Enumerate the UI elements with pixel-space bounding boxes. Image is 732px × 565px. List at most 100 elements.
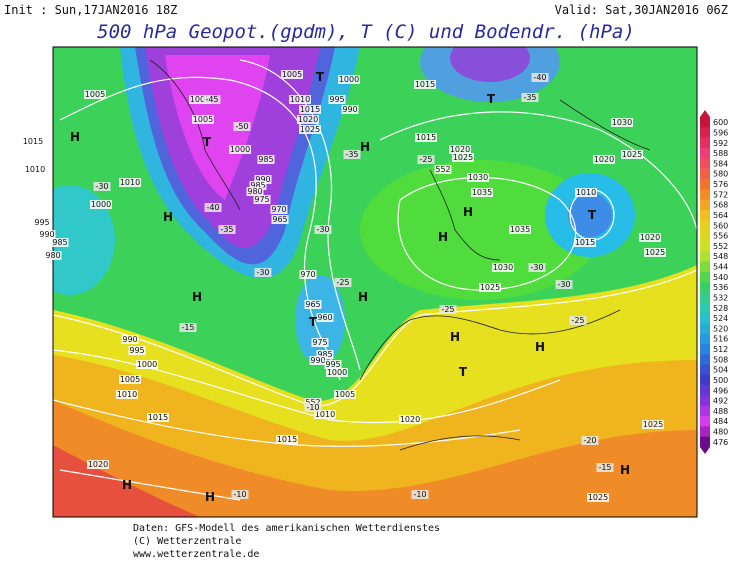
pressure-center: H: [122, 478, 132, 492]
colorbar-box: [700, 426, 710, 437]
colorbar-box: [700, 127, 710, 138]
isoline-label: 1010: [25, 165, 45, 174]
isoline-label: 1010: [576, 188, 596, 197]
colorbar-box: [700, 168, 710, 180]
isoline-label: -30: [316, 225, 329, 234]
isoline-label: -35: [345, 150, 358, 159]
colorbar-label: 532: [713, 293, 728, 302]
colorbar-label: 496: [713, 386, 728, 395]
isoline-label: 1020: [298, 115, 318, 124]
pressure-center: H: [620, 463, 630, 477]
colorbar-box: [700, 385, 710, 396]
isoline-label: 1005: [193, 115, 213, 124]
isoline-label: 985: [52, 238, 67, 247]
isoline-label: 1000: [91, 200, 111, 209]
label-box: [84, 90, 106, 99]
label-box: [439, 305, 457, 314]
label-box: [611, 118, 633, 127]
isoline-label: 975: [312, 338, 327, 347]
isoline-label: 985: [258, 155, 273, 164]
isoline-label: 552: [305, 398, 320, 407]
label-box: [257, 155, 275, 164]
label-box: [44, 251, 62, 260]
isoline-label: 1005: [335, 390, 355, 399]
label-box: [204, 203, 222, 212]
label-box: [253, 195, 271, 204]
label-box: [276, 435, 298, 444]
colorbar-label: 588: [713, 149, 728, 158]
label-box: [136, 360, 158, 369]
colorbar-box: [700, 343, 710, 355]
isoline-label: -40: [533, 73, 546, 82]
colorbar-box: [700, 416, 710, 427]
label-box: [492, 263, 514, 272]
isoline-label: 1035: [510, 225, 530, 234]
footer-line: (C) Wetterzentrale: [133, 536, 241, 547]
isoline-label: 965: [305, 300, 320, 309]
isoline-label: 1015: [23, 137, 43, 146]
colorbar-label: 516: [713, 335, 728, 344]
colorbar-label: 500: [713, 376, 728, 385]
isoline-label: -15: [181, 323, 194, 332]
isoline-label: -15: [598, 463, 611, 472]
isoline-label: 990: [39, 230, 54, 239]
isoline-label: -50: [235, 122, 248, 131]
isoline-label: 1015: [415, 80, 435, 89]
label-box: [593, 155, 615, 164]
colorbar-label: 560: [713, 221, 728, 230]
label-box: [87, 460, 109, 469]
label-box: [179, 323, 197, 332]
isoline-label: 965: [272, 215, 287, 224]
isoline-label: 1015: [148, 413, 168, 422]
colorbar-label: 580: [713, 170, 728, 179]
label-box: [51, 238, 69, 247]
isoline-label: 1000: [327, 368, 347, 377]
pressure-center: H: [438, 230, 448, 244]
colorbar-box: [700, 147, 710, 159]
isoline-label: 995: [129, 346, 144, 355]
label-box: [341, 105, 359, 114]
label-box: [304, 403, 322, 412]
isoline-label: 980: [45, 251, 60, 260]
label-box: [299, 270, 317, 279]
pressure-center: H: [205, 490, 215, 504]
pressure-center: H: [70, 130, 80, 144]
label-box: [314, 410, 336, 419]
isoline-label: 960: [317, 313, 332, 322]
label-box: [326, 368, 348, 377]
colorbar-box: [700, 230, 710, 242]
label-box: [574, 238, 596, 247]
label-box: [314, 225, 332, 234]
colorbar-arrow: [700, 110, 710, 117]
colorbar-label: 564: [713, 211, 728, 220]
pressure-center: H: [358, 290, 368, 304]
isoline-label: -30: [530, 263, 543, 272]
isoline-label: 1020: [594, 155, 614, 164]
label-box: [270, 205, 288, 214]
isoline-label: 990: [122, 335, 137, 344]
isoline-label: -30: [256, 268, 269, 277]
colorbar-box: [700, 312, 710, 324]
label-box: [229, 145, 251, 154]
isoline-label: 985: [250, 181, 265, 190]
colorbar-label: 540: [713, 273, 728, 282]
map-area: [53, 47, 697, 517]
label-box: [621, 150, 643, 159]
isoline-label: -30: [95, 182, 108, 191]
label-box: [642, 420, 664, 429]
label-box: [192, 115, 214, 124]
colorbar-box: [700, 117, 710, 128]
colorbar-box: [700, 364, 710, 376]
isoline-label: 1000: [137, 360, 157, 369]
label-box: [22, 137, 44, 146]
colorbar-box: [700, 374, 710, 386]
map-title: 500 hPa Geopot.(gpdm), T (C) und Bodendr…: [97, 21, 635, 43]
label-box: [399, 415, 421, 424]
isoline-label: 1010: [290, 95, 310, 104]
label-box: [449, 145, 471, 154]
colorbar-label: 536: [713, 283, 728, 292]
colorbar-box: [700, 333, 710, 345]
colorbar-label: 544: [713, 263, 728, 272]
pressure-center: H: [192, 290, 202, 304]
footer-line: www.wetterzentrale.de: [133, 549, 259, 560]
